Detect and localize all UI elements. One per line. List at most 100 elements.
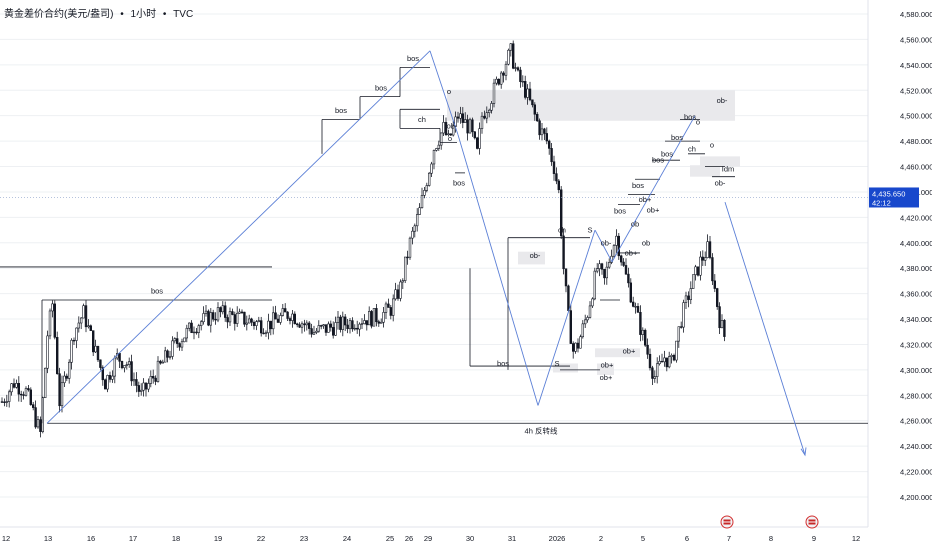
candle-body xyxy=(351,320,354,330)
candle-body xyxy=(120,360,124,369)
candle-body xyxy=(108,375,112,380)
candle-body xyxy=(437,144,440,149)
candle-body xyxy=(552,161,556,174)
y-tick-label: 4,240.000 xyxy=(900,442,932,451)
candle-body xyxy=(200,321,203,326)
candle-body xyxy=(360,323,364,325)
trend-line xyxy=(429,50,459,135)
x-tick-label: 29 xyxy=(424,534,432,543)
candle-body xyxy=(51,303,54,312)
candle-body xyxy=(444,122,448,136)
ob-minus-label: ob- xyxy=(530,251,541,260)
candle-body xyxy=(655,363,659,377)
candle-body xyxy=(593,270,597,300)
candle-body xyxy=(317,325,320,332)
candle-body xyxy=(413,225,416,232)
x-tick-label: 24 xyxy=(343,534,351,543)
y-tick-label: 4,220.000 xyxy=(900,468,932,477)
candle-body xyxy=(581,323,585,338)
ob-minus-zone xyxy=(690,165,720,177)
candle-body xyxy=(634,306,637,308)
candle-body xyxy=(202,313,205,323)
bos-label: bos xyxy=(453,179,465,188)
candle-body xyxy=(135,379,138,386)
candle-body xyxy=(166,350,169,358)
idm-label: Idm xyxy=(722,165,735,174)
candle-body xyxy=(305,322,308,326)
y-tick-label: 4,260.000 xyxy=(900,417,932,426)
candle-body xyxy=(588,305,592,318)
price-tag xyxy=(869,187,919,208)
candle-body xyxy=(262,332,265,335)
candle-body xyxy=(8,391,11,402)
candle-body xyxy=(516,67,520,71)
x-tick-label: 9 xyxy=(812,534,816,543)
candle-body xyxy=(682,302,685,328)
candle-body xyxy=(259,320,263,334)
candle-body xyxy=(0,401,4,403)
candle-body xyxy=(466,119,469,134)
candle-body xyxy=(176,338,179,344)
candle-body xyxy=(509,43,512,51)
bos-label: bos xyxy=(407,54,419,63)
candle-body xyxy=(598,263,601,269)
flag-stripe xyxy=(808,521,816,523)
candle-body xyxy=(10,383,13,393)
candle-body xyxy=(99,359,102,368)
candle-body xyxy=(336,316,340,323)
interval-label[interactable]: 1小时 xyxy=(130,9,157,20)
candle-body xyxy=(322,324,325,327)
candle-body xyxy=(454,116,457,127)
x-tick-label: 5 xyxy=(641,534,645,543)
candle-body xyxy=(154,377,157,382)
candle-body xyxy=(521,81,525,83)
candle-body xyxy=(58,373,61,407)
candle-body xyxy=(63,375,66,384)
candle-body xyxy=(646,344,649,355)
candle-body xyxy=(595,268,599,272)
candle-body xyxy=(624,265,628,275)
candle-body xyxy=(219,307,222,313)
candle-body xyxy=(715,288,719,307)
y-tick-label: 4,580.000 xyxy=(900,10,932,19)
candle-body xyxy=(603,268,606,279)
trend-line xyxy=(537,229,596,406)
x-tick-label: 7 xyxy=(727,534,731,543)
candle-body xyxy=(5,401,9,403)
candle-body xyxy=(216,307,220,321)
candle-body xyxy=(104,379,107,390)
candle-body xyxy=(343,316,347,326)
y-tick-label: 4,500.000 xyxy=(900,112,932,121)
candle-body xyxy=(579,336,582,349)
candle-body xyxy=(677,326,681,342)
candle-body xyxy=(178,343,181,348)
ob-label: ob xyxy=(631,219,639,228)
candle-body xyxy=(502,72,505,76)
candle-body xyxy=(276,318,280,323)
candle-body xyxy=(564,268,568,287)
s-label: S xyxy=(587,226,592,235)
candle-body xyxy=(430,163,433,174)
candle-body xyxy=(291,313,294,321)
candle-body xyxy=(70,339,73,363)
candle-body xyxy=(214,318,217,321)
candle-body xyxy=(80,317,83,324)
x-tick-label: 23 xyxy=(300,534,308,543)
candle-body xyxy=(171,340,174,357)
candle-body xyxy=(204,310,208,314)
candle-body xyxy=(557,180,561,191)
x-tick-label: 16 xyxy=(87,534,95,543)
x-tick-label: 17 xyxy=(129,534,137,543)
candle-body xyxy=(675,340,678,361)
candle-body xyxy=(550,148,553,163)
symbol-title[interactable]: 黄金差价合约(美元/盎司) xyxy=(4,9,114,20)
candle-body xyxy=(641,329,645,335)
x-tick-label: 25 xyxy=(386,534,394,543)
candle-body xyxy=(670,354,673,357)
y-tick-label: 4,520.000 xyxy=(900,86,932,95)
candle-body xyxy=(583,319,587,325)
candle-body xyxy=(372,308,376,327)
y-tick-label: 4,560.000 xyxy=(900,35,932,44)
